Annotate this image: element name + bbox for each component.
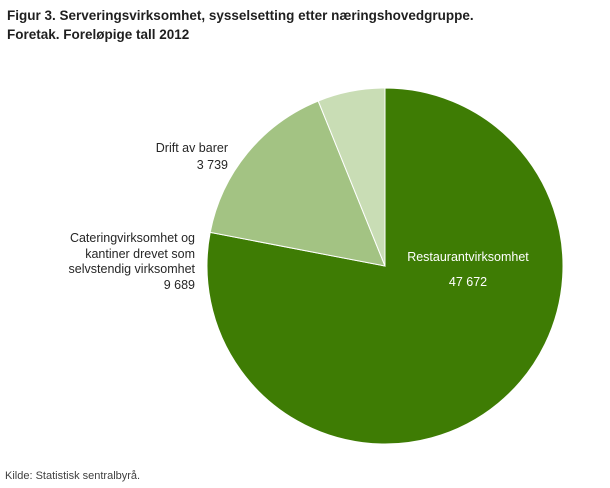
chart-title-line-1: Figur 3. Serveringsvirksomhet, sysselset… <box>7 8 474 23</box>
pie-slice-2 <box>317 87 386 267</box>
source-note: Kilde: Statistisk sentralbyrå. <box>5 470 141 482</box>
slice-label-text: Cateringvirksomhet og <box>69 231 195 245</box>
pie-slices-group <box>206 87 564 445</box>
chart-title: Figur 3. Serveringsvirksomhet, sysselset… <box>7 6 474 44</box>
slice-label-drift-av-barer: Drift av barer 3 739 <box>38 140 228 174</box>
chart-title-line-2: Foretak. Foreløpige tall 2012 <box>7 27 190 42</box>
slice-label-text: Restaurantvirksomhet <box>407 250 529 264</box>
slice-label-restaurantvirksomhet: Restaurantvirksomhet 47 672 <box>388 249 548 291</box>
slice-label-text: kantiner drevet som <box>85 246 195 261</box>
slice-value-text: 3 739 <box>196 158 228 172</box>
slice-label-cateringvirksomhet: Cateringvirksomhet og kantiner drevet so… <box>15 231 195 293</box>
slice-value-text: 9 689 <box>163 277 195 292</box>
slice-label-text: selvstendig virksomhet <box>68 262 195 276</box>
slice-value-text: 47 672 <box>448 275 488 289</box>
slice-label-text: Drift av barer <box>155 141 228 155</box>
pie-slice-1 <box>209 100 386 267</box>
pie-slice-0 <box>206 87 564 445</box>
